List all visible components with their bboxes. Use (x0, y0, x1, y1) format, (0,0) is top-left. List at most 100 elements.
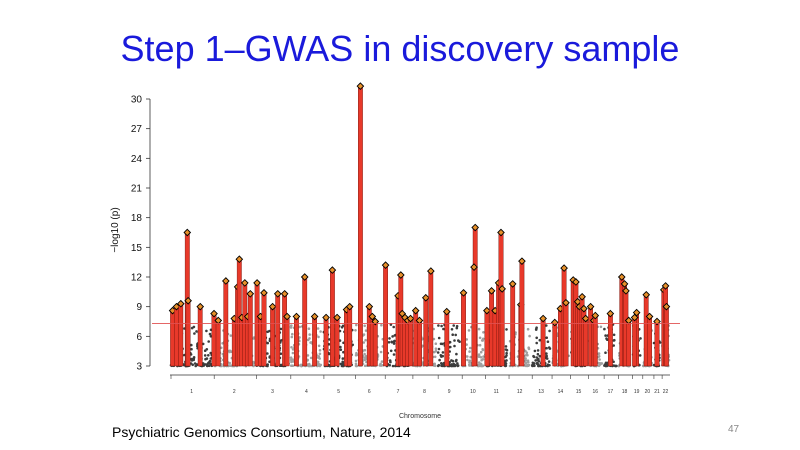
locus-column (484, 310, 490, 367)
snp-point (455, 324, 459, 328)
snp-point (604, 351, 607, 355)
x-tick-label: 10 (470, 389, 476, 395)
locus-column (358, 85, 363, 367)
snp-point (279, 327, 283, 331)
lead-snp-marker (620, 280, 629, 288)
locus-column (215, 320, 221, 367)
snp-point (440, 324, 443, 328)
lead-snp-marker (642, 290, 651, 299)
snp-point (605, 364, 609, 368)
snp-point (316, 327, 320, 330)
x-tick-label: 5 (337, 389, 340, 395)
snp-point (317, 335, 320, 339)
locus-column (428, 270, 434, 367)
locus-column (552, 322, 558, 367)
lead-snp-marker (518, 257, 526, 266)
lead-snp-marker (459, 288, 468, 297)
lead-snp-marker (345, 302, 354, 311)
snp-point (604, 334, 607, 337)
snp-point (638, 354, 642, 357)
snp-point (355, 351, 358, 355)
snp-point (379, 350, 383, 354)
lead-snp-marker (578, 292, 586, 301)
locus-column (334, 317, 340, 367)
snp-point (639, 337, 642, 340)
snp-point (545, 336, 548, 340)
locus-column (261, 292, 267, 367)
snp-point (531, 361, 535, 365)
snp-point (266, 330, 270, 334)
lead-snp-marker (487, 287, 496, 295)
locus-column (540, 318, 546, 367)
snp-point (207, 354, 210, 357)
snp-point (392, 325, 396, 329)
y-tick-label: 18 (131, 213, 143, 224)
snp-point (298, 325, 302, 329)
lead-snp-marker (240, 279, 249, 287)
locus-column (664, 306, 669, 367)
x-tick-label: 8 (423, 389, 426, 395)
snp-point (191, 363, 194, 367)
locus-column (417, 320, 422, 367)
x-tick-label: 21 (654, 389, 660, 395)
snp-point (363, 364, 367, 368)
snp-point (546, 340, 550, 344)
snp-point (547, 360, 551, 363)
snp-point (228, 361, 231, 365)
snp-point (451, 359, 455, 363)
snp-point (291, 332, 294, 336)
snp-point (363, 324, 367, 328)
locus-column (471, 266, 477, 367)
snp-point (477, 363, 481, 367)
snp-point (205, 357, 209, 360)
snp-point (221, 342, 224, 345)
snp-point (289, 326, 293, 329)
snp-point (388, 337, 391, 340)
snp-point (658, 341, 662, 344)
snp-point (207, 361, 210, 365)
snp-point (468, 360, 471, 364)
x-tick-label: 7 (397, 389, 400, 395)
lead-snp-marker (483, 306, 491, 315)
snp-point (456, 362, 459, 365)
snp-point (341, 361, 345, 365)
lead-snp-marker (498, 285, 506, 293)
locus-column (383, 264, 388, 367)
locus-column (461, 292, 466, 367)
lead-snp-marker (581, 314, 590, 323)
lead-snp-marker (617, 273, 626, 281)
locus-column (647, 316, 653, 367)
snp-point (307, 327, 311, 331)
lead-snp-marker (586, 302, 595, 311)
x-tick-label: 15 (576, 389, 582, 395)
snp-point (441, 354, 445, 358)
snp-point (450, 328, 454, 331)
lead-snp-marker (411, 306, 420, 315)
snp-point (504, 345, 508, 348)
snp-point (482, 331, 485, 334)
snp-point (228, 349, 232, 353)
snp-point (453, 339, 456, 342)
snp-point (533, 364, 536, 368)
snp-point (339, 348, 343, 352)
snp-point (454, 333, 458, 337)
x-tick-label: 13 (538, 389, 544, 395)
snp-point (477, 354, 481, 358)
lead-snp-marker (183, 228, 192, 237)
snp-point (355, 364, 359, 368)
snp-point (606, 338, 609, 342)
snp-point (450, 364, 454, 368)
snp-point (209, 351, 212, 355)
snp-point (525, 364, 528, 367)
snp-point (534, 328, 538, 331)
snp-point (465, 343, 468, 346)
snp-point (279, 339, 283, 342)
lead-snp-marker (622, 287, 630, 295)
locus-column (563, 302, 569, 367)
snp-point (455, 352, 458, 356)
lead-snp-marker (508, 280, 517, 288)
x-tick-label: 18 (622, 389, 628, 395)
snp-point (449, 345, 452, 349)
y-axis: 3 6 9 12 15 18 21 24 27 30 (131, 95, 151, 373)
snp-point (190, 347, 193, 351)
